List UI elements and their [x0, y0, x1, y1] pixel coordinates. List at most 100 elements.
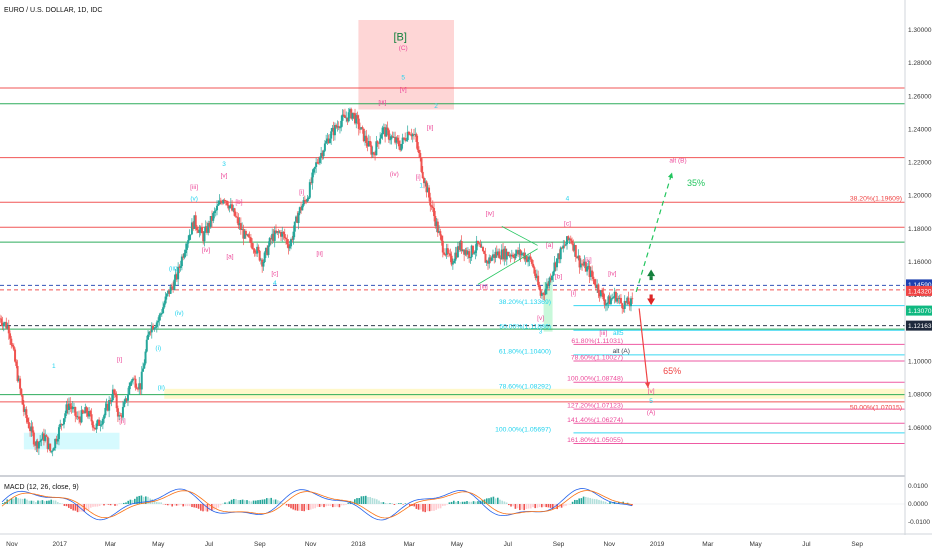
candle-body	[465, 250, 468, 255]
wave-label: [i]	[571, 290, 576, 297]
macd-histogram-bar	[424, 504, 426, 513]
macd-histogram-bar	[195, 504, 198, 508]
candle-body	[550, 275, 553, 281]
macd-histogram-bar	[580, 498, 583, 504]
candle-body	[298, 207, 301, 214]
candle-body	[389, 139, 392, 141]
candle-body	[157, 320, 160, 323]
macd-histogram-bar	[261, 499, 264, 504]
macd-signal-line	[1, 490, 633, 519]
candle-body	[167, 290, 170, 294]
price-axis-background	[905, 0, 932, 550]
candle-body	[596, 284, 599, 288]
time-tick-label: May	[451, 541, 464, 548]
candle-body	[7, 326, 10, 334]
wave-label: (iii)	[169, 265, 178, 272]
price-badge-label: 1.13070	[908, 308, 932, 315]
price-axis[interactable]: 1.30000 1.28000 1.26000 1.24000 1.22000 1.200…	[904, 0, 932, 550]
candle-body	[79, 418, 82, 423]
macd-histogram-bar	[200, 504, 202, 511]
candle-body	[142, 368, 145, 372]
macd-histogram-bar	[235, 499, 237, 504]
macd-histogram-bar	[140, 495, 143, 504]
macd-histogram-bar	[312, 504, 314, 509]
time-tick-label: Jul	[205, 541, 214, 548]
candle-body	[229, 204, 232, 206]
time-tick-label: 2019	[650, 541, 665, 548]
macd-histogram-bar	[578, 498, 580, 504]
candle-body	[419, 153, 422, 159]
candle-body	[623, 300, 626, 309]
candle-body	[221, 202, 224, 204]
candle-body	[485, 260, 488, 263]
candle-body	[337, 126, 340, 128]
candle-body	[169, 286, 172, 294]
candle-body	[76, 416, 79, 418]
candle-body	[74, 407, 77, 416]
macd-histogram-bar	[32, 500, 35, 504]
macd-tick-label: -0.0100	[908, 519, 930, 526]
macd-histogram-bar	[41, 500, 44, 504]
macd-histogram-bar	[19, 498, 22, 504]
candle-body	[313, 166, 316, 169]
candle-body	[581, 263, 584, 265]
wave-label: [ii]	[585, 257, 592, 264]
candle-body	[198, 229, 201, 233]
candle-body	[247, 234, 250, 237]
macd-histogram-bar	[160, 502, 162, 504]
fib-level-label: 38.20%(1.19609)	[850, 196, 902, 203]
zone-0	[358, 20, 454, 110]
price-badge-label: 1.14320	[908, 288, 932, 295]
macd-histogram-bar	[112, 504, 114, 505]
candle-body	[239, 223, 242, 230]
macd-histogram-bar	[538, 504, 541, 508]
candle-body	[366, 142, 369, 147]
macd-histogram-bar	[400, 503, 402, 504]
candle-body	[364, 135, 367, 142]
candle-body	[192, 222, 195, 229]
candle-body	[486, 260, 489, 264]
candle-body	[589, 270, 592, 277]
candle-body	[276, 231, 279, 233]
candle-body	[134, 378, 137, 388]
wave-label: [b]	[235, 199, 242, 206]
wave-label: [a]	[226, 254, 233, 261]
candle-body	[187, 240, 190, 244]
candle-body	[510, 254, 513, 257]
candle-body	[591, 270, 594, 277]
macd-histogram-bar	[248, 500, 250, 504]
wave-label: alt5	[613, 330, 624, 337]
wave-label: 3	[539, 328, 543, 335]
candle-body	[244, 230, 247, 235]
fib-level-label: 100.00%(1.05697)	[495, 426, 551, 433]
candle-body	[330, 131, 333, 139]
candle-body	[259, 259, 262, 261]
candle-body	[338, 127, 341, 129]
candle-body	[172, 286, 175, 290]
candle-body	[310, 182, 313, 184]
macd-histogram-bar	[233, 498, 235, 504]
candle-body	[183, 253, 186, 258]
candle-body	[392, 136, 395, 138]
macd-histogram-bar	[461, 501, 464, 504]
macd-histogram-bar	[10, 498, 13, 504]
candle-body	[129, 382, 132, 386]
candle-body	[236, 216, 239, 218]
candle-body	[241, 228, 244, 230]
candle-body	[78, 416, 81, 419]
candle-body	[173, 279, 176, 290]
candle-body	[489, 257, 492, 261]
candle-body	[272, 233, 275, 241]
candle-body	[306, 199, 309, 202]
macd-histogram-bar	[314, 504, 316, 509]
macd-histogram-bar	[477, 501, 479, 504]
candle-body	[400, 143, 403, 151]
macd-histogram-bar	[514, 504, 517, 509]
time-axis[interactable]: Nov 2017 Mar May Jul Sep Nov 2018 Mar May Jul Sep No…	[0, 533, 932, 548]
macd-histogram-bar	[497, 497, 499, 504]
wave-label: 1	[52, 363, 56, 370]
candle-body	[42, 433, 45, 441]
macd-histogram-bar	[277, 500, 279, 504]
wave-label: alt (A)	[613, 348, 630, 355]
